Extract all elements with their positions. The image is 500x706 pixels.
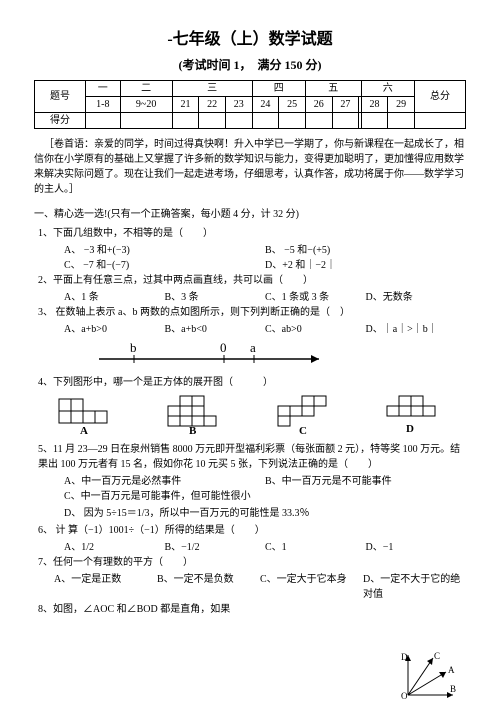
q3-options: A、a+b>0 B、a+b<0 C、ab>0 D、｜a｜>｜b｜ [64, 322, 466, 337]
cell [332, 113, 359, 129]
opt-b: B、−1/2 [165, 540, 266, 555]
q6-options: A、1/2 B、−1/2 C、1 D、−1 [64, 540, 466, 555]
cell: 25 [279, 97, 306, 113]
opt-a: A、中一百万元是必然事件 [64, 474, 265, 489]
question-8: 8、如图，∠AOC 和∠BOD 都是直角，如果 [38, 602, 466, 617]
q1-options: A、 −3 和+(−3) B、 −5 和−(+5) [64, 243, 466, 258]
opt-c: C、ab>0 [265, 322, 366, 337]
cell: 四 [252, 81, 305, 97]
cell [172, 113, 199, 129]
score-table: 题号 一 二 三 四 五 六 总分 1-8 9~20 21 22 23 24 2… [34, 80, 466, 129]
q5-options: A、中一百万元是必然事件 B、中一百万元是不可能事件 [64, 474, 466, 489]
cell: 三 [172, 81, 252, 97]
q2-options: A、1 条 B、3 条 C、1 条或 3 条 D、无数条 [64, 290, 466, 305]
net-c: C [273, 394, 343, 436]
opt-a: A、1 条 [64, 290, 165, 305]
table-row: 得分 [35, 113, 466, 129]
cell [120, 113, 172, 129]
cell: 题号 [35, 81, 86, 113]
cell: 24 [252, 97, 279, 113]
cell [279, 113, 306, 129]
question-6: 6、 计 算（−1）1001÷（−1）所得的结果是（ ） [38, 523, 466, 538]
q7-options: A、一定是正数 B、一定不是负数 C、一定大于它本身 D、一定不大于它的绝对值 [54, 572, 466, 602]
opt-d: D、+2 和｜−2｜ [265, 258, 466, 273]
opt-c: C、1 [265, 540, 366, 555]
cell: 总分 [414, 81, 465, 113]
opt-b: B、 −5 和−(+5) [265, 243, 466, 258]
cell: 得分 [35, 113, 86, 129]
opt-d: D、−1 [366, 540, 467, 555]
number-line-figure: b 0 a [94, 339, 334, 367]
cell: 23 [225, 97, 252, 113]
cell: 一 [85, 81, 120, 97]
table-row: 题号 一 二 三 四 五 六 总分 [35, 81, 466, 97]
cell: 22 [199, 97, 226, 113]
cell [252, 113, 279, 129]
cell: 29 [388, 97, 415, 113]
cell [305, 113, 332, 129]
opt-c: C、一定大于它本身 [260, 572, 363, 602]
cell [225, 113, 252, 129]
opt-b: B、a+b<0 [165, 322, 266, 337]
cell: 27 [332, 97, 359, 113]
net-a: A [54, 394, 124, 436]
cell: 21 [172, 97, 199, 113]
page-subtitle: (考试时间 1， 满分 150 分) [34, 56, 466, 74]
svg-text:C: C [299, 425, 307, 436]
opt-a: A、1/2 [64, 540, 165, 555]
svg-text:B: B [189, 425, 197, 436]
cell: 9~20 [120, 97, 172, 113]
opt-a: A、一定是正数 [54, 572, 157, 602]
intro-text: ［卷首语：亲爱的同学，时间过得真快啊！升入中学已一学期了，你与新课程在一起成长了… [34, 137, 466, 197]
net-b: B [163, 394, 233, 436]
page-title: -七年级（上）数学试题 [34, 28, 466, 52]
opt-c: C、中一百万元是可能事件，但可能性很小 [64, 489, 466, 504]
opt-a: A、 −3 和+(−3) [64, 243, 265, 258]
cell [388, 113, 415, 129]
svg-text:D: D [406, 423, 414, 435]
svg-text:A: A [448, 665, 455, 675]
svg-text:D: D [401, 652, 408, 662]
opt-d: D、｜a｜>｜b｜ [366, 322, 467, 337]
opt-d: D、 因为 5÷15＝1/3，所以中一百万元的可能性是 33.3％ [64, 506, 466, 521]
cell: 六 [361, 81, 414, 97]
opt-c: C、1 条或 3 条 [265, 290, 366, 305]
svg-text:O: O [401, 691, 408, 700]
opt-a: A、a+b>0 [64, 322, 165, 337]
question-5: 5、11 月 23—29 日在泉州销售 8000 万元即开型福利彩票（每张面额 … [38, 442, 466, 472]
opt-d: D、无数条 [366, 290, 467, 305]
svg-text:B: B [450, 684, 456, 694]
angle-figure: D C A B O [388, 650, 458, 700]
net-d: D [382, 394, 446, 436]
opt-c: C、 −7 和−(−7) [64, 258, 265, 273]
cell [85, 113, 120, 129]
question-1: 1、下面几组数中，不相等的是（ ） [38, 226, 466, 241]
cell [414, 113, 465, 129]
opt-d: D、一定不大于它的绝对值 [363, 572, 466, 602]
question-7: 7、任何一个有理数的平方（ ） [38, 555, 466, 570]
table-row: 1-8 9~20 21 22 23 24 25 26 27 28 29 [35, 97, 466, 113]
svg-text:C: C [434, 651, 440, 661]
cell: 1-8 [85, 97, 120, 113]
cell: 26 [305, 97, 332, 113]
opt-b: B、3 条 [165, 290, 266, 305]
q1-options2: C、 −7 和−(−7) D、+2 和｜−2｜ [64, 258, 466, 273]
section-heading: 一、精心选一选!(只有一个正确答案，每小题 4 分，计 32 分) [34, 207, 466, 222]
cell: 28 [361, 97, 388, 113]
cell [361, 113, 388, 129]
opt-b: B、中一百万元是不可能事件 [265, 474, 466, 489]
label-b: b [130, 340, 137, 355]
opt-b: B、一定不是负数 [157, 572, 260, 602]
label-a: a [250, 340, 256, 355]
question-4: 4、下列图形中，哪一个是正方体的展开图（ ） [38, 375, 466, 390]
question-3: 3、 在数轴上表示 a、b 两数的点如图所示，则下列判断正确的是（ ） [38, 305, 466, 320]
cell [199, 113, 226, 129]
label-0: 0 [220, 340, 227, 355]
svg-text:A: A [80, 425, 88, 436]
question-2: 2、平面上有任意三点，过其中两点画直线，共可以画（ ） [38, 273, 466, 288]
cell: 五 [305, 81, 361, 97]
cube-nets: A B C D [34, 394, 466, 436]
cell: 二 [120, 81, 172, 97]
